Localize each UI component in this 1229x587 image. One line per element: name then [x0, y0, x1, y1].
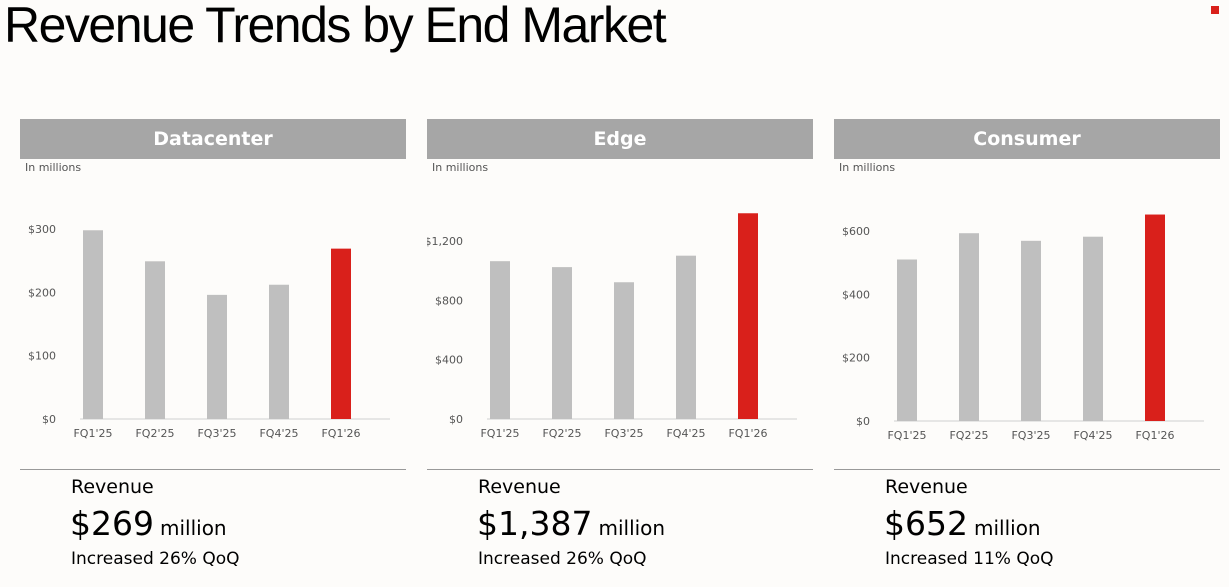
y-tick-label: $300 [28, 223, 56, 236]
x-tick-label: FQ2'25 [949, 429, 988, 442]
y-tick-label: $100 [28, 350, 56, 363]
y-tick-label: $800 [435, 294, 463, 307]
bar-3 [1083, 236, 1103, 421]
y-tick-label: $200 [842, 352, 870, 365]
y-tick-label: $0 [449, 413, 463, 426]
bar-3 [269, 284, 289, 419]
x-tick-label: FQ4'25 [1073, 429, 1112, 442]
bar-0 [897, 259, 917, 421]
x-tick-label: FQ3'25 [1011, 429, 1050, 442]
bar-4 [331, 248, 351, 419]
units-label: In millions [839, 161, 896, 174]
bar-4 [1145, 214, 1165, 421]
y-tick-label: $600 [842, 225, 870, 238]
divider [20, 469, 406, 470]
revenue-label: Revenue [71, 476, 154, 498]
y-tick-label: $200 [28, 286, 56, 299]
revenue-unit: million [598, 516, 666, 540]
panel-header: Consumer [834, 119, 1220, 159]
revenue-value-row: $1,387 million [477, 504, 665, 543]
panel-header: Edge [427, 119, 813, 159]
revenue-unit: million [159, 516, 227, 540]
y-tick-label: $400 [435, 354, 463, 367]
bar-4 [738, 213, 758, 419]
bar-2 [614, 282, 634, 419]
y-tick-label: $0 [42, 413, 56, 426]
revenue-label: Revenue [478, 476, 561, 498]
bar-1 [552, 267, 572, 419]
y-tick-label: $1,200 [427, 235, 463, 248]
bar-1 [145, 261, 165, 419]
x-tick-label: FQ1'25 [480, 427, 519, 440]
revenue-value-row: $269 million [70, 504, 227, 543]
panel-datacenter: Datacenter In millions $0 $100 $200 $300 FQ1… [20, 119, 406, 587]
revenue-value-row: $652 million [884, 504, 1041, 543]
x-tick-label: FQ3'25 [604, 427, 643, 440]
x-tick-label: FQ2'25 [542, 427, 581, 440]
panel-consumer: Consumer In millions $0 $200 $400 $600 FQ1'2… [834, 119, 1220, 587]
revenue-change: Increased 11% QoQ [885, 549, 1054, 569]
y-tick-label: $400 [842, 288, 870, 301]
bar-chart-datacenter: $0 $100 $200 $300 FQ1'25 FQ2'25 FQ3'25 FQ4'25 FQ… [28, 223, 390, 440]
bar-3 [676, 255, 696, 419]
x-tick-label: FQ1'26 [321, 427, 360, 440]
bar-2 [1021, 240, 1041, 421]
revenue-change: Increased 26% QoQ [71, 549, 240, 569]
units-label: In millions [25, 161, 82, 174]
revenue-unit: million [973, 516, 1041, 540]
x-tick-label: FQ4'25 [259, 427, 298, 440]
bar-0 [83, 230, 103, 419]
revenue-value: $652 [884, 504, 968, 543]
x-tick-label: FQ2'25 [135, 427, 174, 440]
divider [834, 469, 1220, 470]
divider [427, 469, 813, 470]
bar-chart-consumer: $0 $200 $400 $600 FQ1'25 FQ2'25 FQ3'25 FQ4'25 FQ… [842, 214, 1204, 442]
x-tick-label: FQ1'26 [728, 427, 767, 440]
units-label: In millions [432, 161, 489, 174]
panel-header: Datacenter [20, 119, 406, 159]
bar-0 [490, 261, 510, 419]
revenue-change: Increased 26% QoQ [478, 549, 647, 569]
x-tick-label: FQ1'26 [1135, 429, 1174, 442]
revenue-value: $1,387 [477, 504, 593, 543]
x-tick-label: FQ1'25 [887, 429, 926, 442]
panel-edge: Edge In millions $0 $400 $800 $1,200 FQ1'25 F… [427, 119, 813, 587]
x-tick-label: FQ1'25 [73, 427, 112, 440]
y-tick-label: $0 [856, 415, 870, 428]
page-title: Revenue Trends by End Market [4, 0, 667, 53]
revenue-value: $269 [70, 504, 154, 543]
revenue-label: Revenue [885, 476, 968, 498]
x-tick-label: FQ4'25 [666, 427, 705, 440]
corner-accent-mark [1211, 6, 1219, 14]
bar-1 [959, 233, 979, 421]
bar-2 [207, 294, 227, 419]
x-tick-label: FQ3'25 [197, 427, 236, 440]
bar-chart-edge: $0 $400 $800 $1,200 FQ1'25 FQ2'25 FQ3'25 FQ4'25… [427, 213, 797, 440]
